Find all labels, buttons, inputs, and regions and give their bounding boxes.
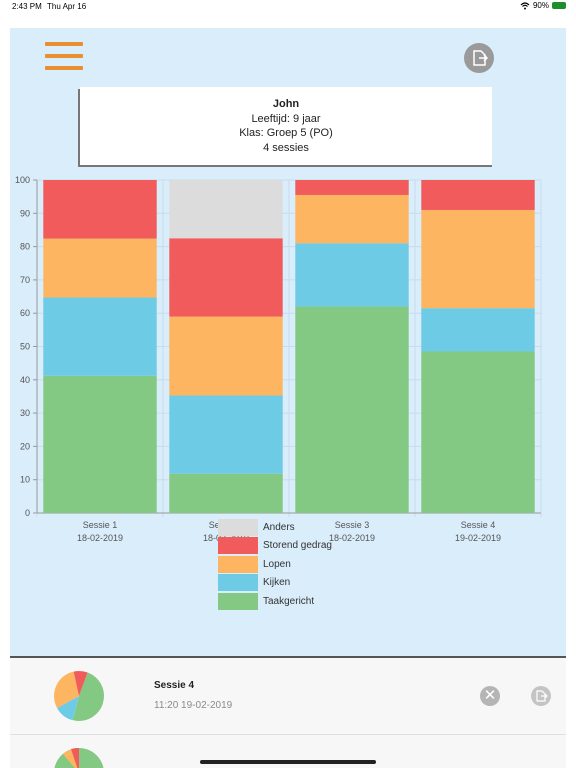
bar-segment [295,180,409,195]
hamburger-icon[interactable] [45,42,83,72]
x-tick-label: Sessie 1 [83,520,118,530]
bar-segment [169,316,283,396]
y-tick-label: 0 [25,508,30,518]
session-pie-chart-partial [54,747,104,768]
pie-slice [57,696,79,721]
legend-item[interactable]: Lopen [218,555,332,574]
status-right: 90% [520,1,566,10]
y-tick-label: 20 [20,441,30,451]
y-tick-label: 70 [20,275,30,285]
y-tick-label: 90 [20,208,30,218]
session-title: Sessie 4 [154,680,195,691]
legend-label: Anders [263,521,295,533]
bar-segment [169,238,283,317]
student-card: John Leeftijd: 9 jaar Klas: Groep 5 (PO)… [80,87,492,165]
legend-swatch [218,555,258,573]
pie-slice [73,671,88,696]
bar-segment [43,297,157,376]
export-icon[interactable] [464,43,494,73]
status-bar: 2:43 PM Thu Apr 16 90% [0,0,576,14]
status-date: Thu Apr 16 [47,2,87,11]
bar-segment [43,180,157,239]
bar-segment [421,308,535,352]
y-tick-label: 60 [20,308,30,318]
y-tick-label: 10 [20,475,30,485]
y-tick-label: 80 [20,242,30,252]
battery-percent: 90% [532,1,549,10]
bar-segment [43,375,157,513]
bar-segment [169,180,283,239]
legend-label: Taakgericht [263,595,315,607]
bar-segment [421,209,535,309]
home-indicator [200,760,376,764]
legend-swatch [218,518,258,536]
legend-item[interactable]: Anders [218,518,332,537]
x-tick-label: Sessie 3 [335,520,370,530]
bar-segment [43,238,157,298]
legend-label: Storend gedrag [263,540,332,552]
wifi-icon [520,1,530,9]
bar-segment [421,180,535,210]
session-row[interactable]: Sessie 4 11:20 19-02-2019 ✕ [10,658,566,735]
student-name: John [272,98,300,110]
bar-segment [295,194,409,244]
pie-slice [72,672,104,721]
session-pie-chart [54,671,104,721]
close-icon[interactable]: ✕ [480,686,500,706]
legend-item[interactable]: Storend gedrag [218,537,332,556]
stacked-bar-chart: 0 10 20 30 40 50 60 70 80 90 100 Sessie 1 18-02-2019… [15,175,542,543]
y-tick-label: 100 [15,175,30,185]
y-tick-label: 50 [20,342,30,352]
legend-item[interactable]: Taakgericht [218,592,332,611]
divider [10,656,566,658]
status-time: 2:43 PM [12,2,42,11]
x-tick-date: 19-02-2019 [455,533,501,543]
legend-label: Lopen [263,558,291,570]
pie-slice [54,671,79,708]
student-sessions-count: 4 sessies [263,141,309,154]
legend-swatch [218,574,258,592]
legend-item[interactable]: Kijken [218,574,332,593]
student-age: Leeftijd: 9 jaar [251,112,321,125]
bar-segment [295,243,409,307]
legend-swatch [218,592,258,610]
battery-icon [552,2,566,9]
chart-legend: Anders Storend gedrag Lopen Kijken Taakgeric… [218,518,332,611]
bar-segment [169,395,283,474]
x-tick-date: 18-02-2019 [329,533,375,543]
student-klas: Klas: Groep 5 (PO) [239,127,333,139]
legend-label: Kijken [263,577,291,589]
y-tick-label: 40 [20,375,30,385]
legend-swatch [218,537,258,555]
export-icon[interactable] [531,686,551,706]
session-timestamp: 11:20 19-02-2019 [154,700,233,711]
bar-segment [421,351,535,513]
x-tick-label: Sessie 4 [461,520,496,530]
y-tick-label: 30 [20,408,30,418]
bar-segment [295,306,409,513]
x-tick-date: 18-02-2019 [77,533,123,543]
bar-segment [169,473,283,513]
